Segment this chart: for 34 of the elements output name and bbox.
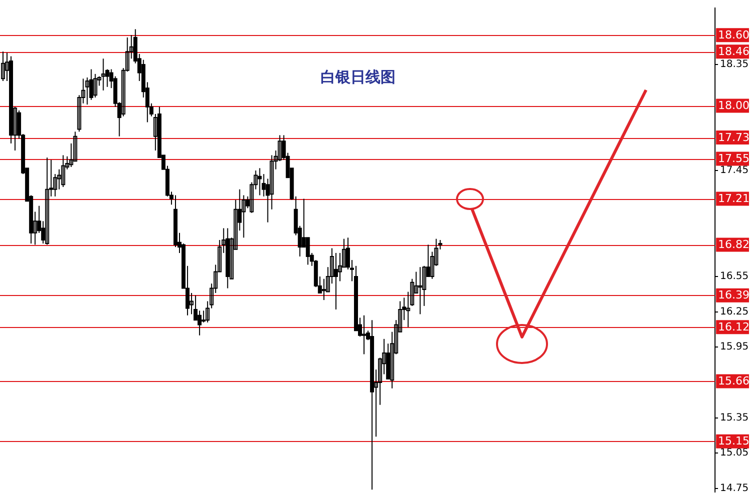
candlestick: [198, 310, 202, 336]
candlestick: [362, 314, 366, 355]
ref-line-label: 16.82: [718, 238, 750, 252]
ref-line-label: 15.66: [718, 374, 750, 388]
ref-line-label: 16.12: [718, 320, 750, 334]
y-tick-label: 14.75: [720, 483, 749, 494]
ref-line-label: 17.21: [718, 192, 750, 206]
y-tick-label: 15.95: [720, 342, 749, 353]
y-tick-label: 15.05: [720, 448, 749, 459]
candlestick: [101, 58, 106, 91]
ref-line-label: 15.15: [718, 434, 750, 448]
candlestick: [418, 266, 422, 315]
y-tick-label: 15.35: [720, 412, 749, 424]
ref-line-label: 18.46: [718, 44, 750, 58]
candlestick: [306, 237, 310, 266]
y-tick-label: 16.55: [720, 271, 749, 282]
candlestick: [61, 154, 66, 188]
ref-line-label: 18.00: [718, 99, 750, 112]
candlestick: [270, 154, 274, 210]
candlestick: [258, 168, 262, 196]
ref-line-label: 16.39: [718, 288, 750, 302]
candlestick: [45, 157, 50, 246]
ref-line-label: 17.73: [718, 130, 750, 144]
ref-line-label: 18.60: [718, 28, 750, 42]
candlestick: [89, 68, 94, 100]
y-tick-label: 17.45: [720, 165, 749, 176]
y-tick-label: 16.25: [720, 306, 749, 318]
candlestick: [93, 73, 98, 98]
candlestick: [1, 51, 6, 82]
candlestick: [85, 76, 90, 106]
ref-line-label: 17.55: [718, 152, 750, 166]
candlestick: [334, 252, 338, 310]
y-tick-label: 18.35: [720, 59, 749, 70]
text: 白银日线图: [320, 68, 396, 86]
